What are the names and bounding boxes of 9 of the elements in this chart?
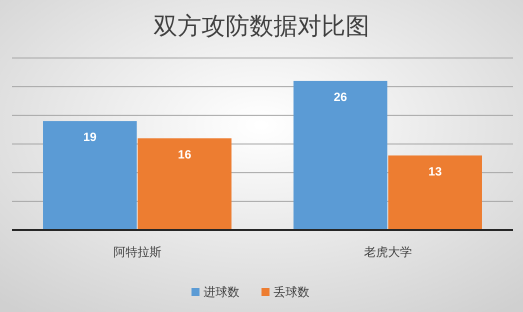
- data-label: 26: [334, 90, 348, 104]
- chart-title: 双方攻防数据对比图: [154, 12, 370, 40]
- data-label: 16: [178, 147, 192, 162]
- x-tick-label: 阿特拉斯: [113, 245, 162, 259]
- x-tick-label: 老虎大学: [364, 245, 412, 259]
- data-label: 13: [428, 164, 442, 178]
- legend-label: 进球数: [204, 285, 240, 299]
- legend-label: 丢球数: [274, 285, 310, 299]
- data-label: 19: [83, 130, 97, 144]
